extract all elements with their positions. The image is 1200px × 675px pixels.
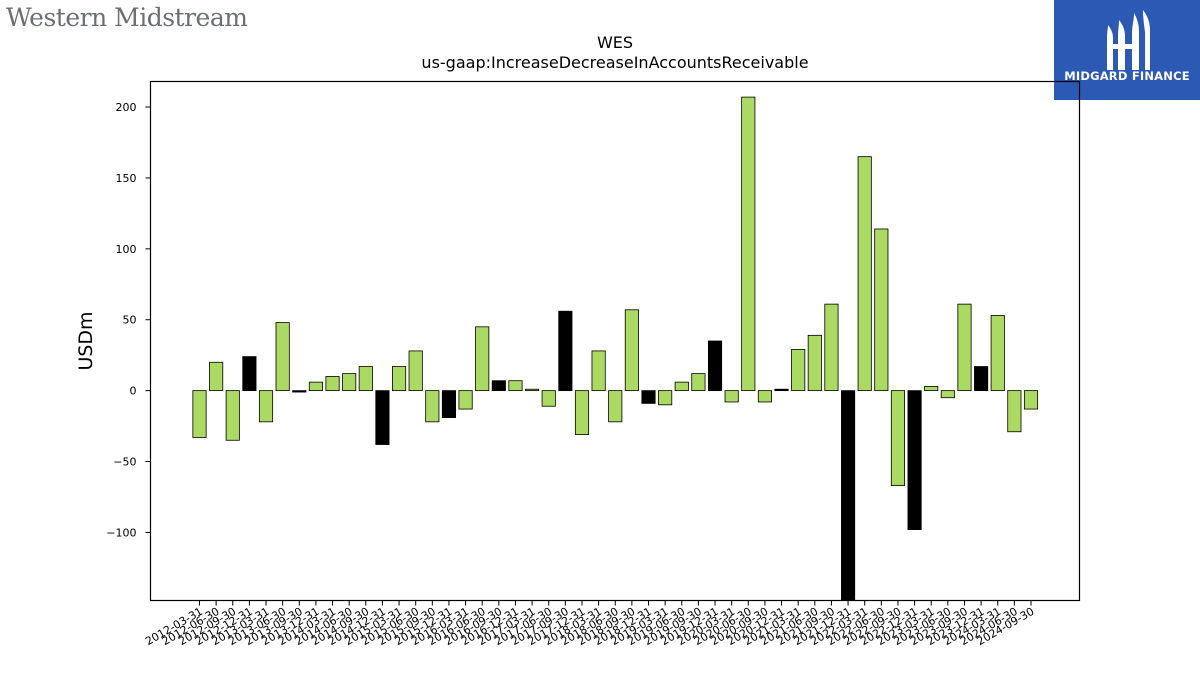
bar [242,356,257,392]
bar [940,390,955,399]
bar [308,381,323,392]
bar [824,303,839,392]
bar [608,390,623,423]
chart-title: WES [597,33,633,52]
bar [192,390,207,438]
y-tick-label: −50 [113,456,136,469]
bar [275,322,290,392]
bar [807,334,822,392]
bar [890,390,906,487]
x-axis-ticks: 2012-03-312012-06-302012-09-302012-12-31… [143,600,1037,648]
bar [475,326,490,392]
bar [658,390,673,406]
company-logo-text: Western Midstream [6,3,248,32]
bar [874,228,889,392]
bar [974,366,989,392]
bar [258,390,274,423]
bar [525,388,540,392]
bar [491,380,506,392]
bar [209,361,224,392]
bar [724,390,739,403]
bar [441,390,457,418]
bar [774,388,789,392]
bar [342,373,357,392]
bar [674,381,689,392]
western-midstream-logo: Western Midstream [6,3,248,32]
y-tick-label: 0 [130,385,137,398]
bar [541,390,556,407]
y-axis-label: USDm [75,311,97,370]
bar [907,390,922,530]
bars [192,96,1039,601]
bar [1023,390,1039,410]
y-tick-label: 50 [123,314,137,327]
bar [358,366,373,392]
bar [408,350,423,392]
y-tick-label: −100 [106,526,136,539]
bar [791,349,806,392]
bar [641,390,656,404]
bar [325,376,340,392]
bar [741,96,756,392]
bar [691,373,706,392]
y-tick-label: 150 [116,172,137,185]
bar [841,390,856,601]
y-tick-label: 100 [116,243,137,256]
y-axis-ticks: −100 −50 0 50 100 150 200 [106,101,151,539]
bar [375,390,390,445]
bar [392,366,407,392]
bar [458,390,473,410]
bar [757,390,772,403]
bar [225,390,240,441]
bar [924,385,939,392]
midgard-finance-badge: MIDGARD FINANCE [1054,0,1200,100]
plot-frame [149,80,1081,602]
midgard-finance-logo-icon [1107,10,1150,70]
bar [707,340,723,392]
bar [508,380,523,392]
badge-label: MIDGARD FINANCE [1064,69,1190,83]
bar [624,309,639,392]
bar [574,390,590,435]
chart-subtitle: us-gaap:IncreaseDecreaseInAccountsReceiv… [421,53,808,72]
bar [990,315,1005,392]
bar [425,390,440,423]
bar [591,350,606,392]
bar [857,156,872,392]
bar [558,310,573,392]
bar [957,303,972,392]
bar [292,390,307,393]
bar [1007,390,1022,433]
y-tick-label: 200 [116,101,137,114]
